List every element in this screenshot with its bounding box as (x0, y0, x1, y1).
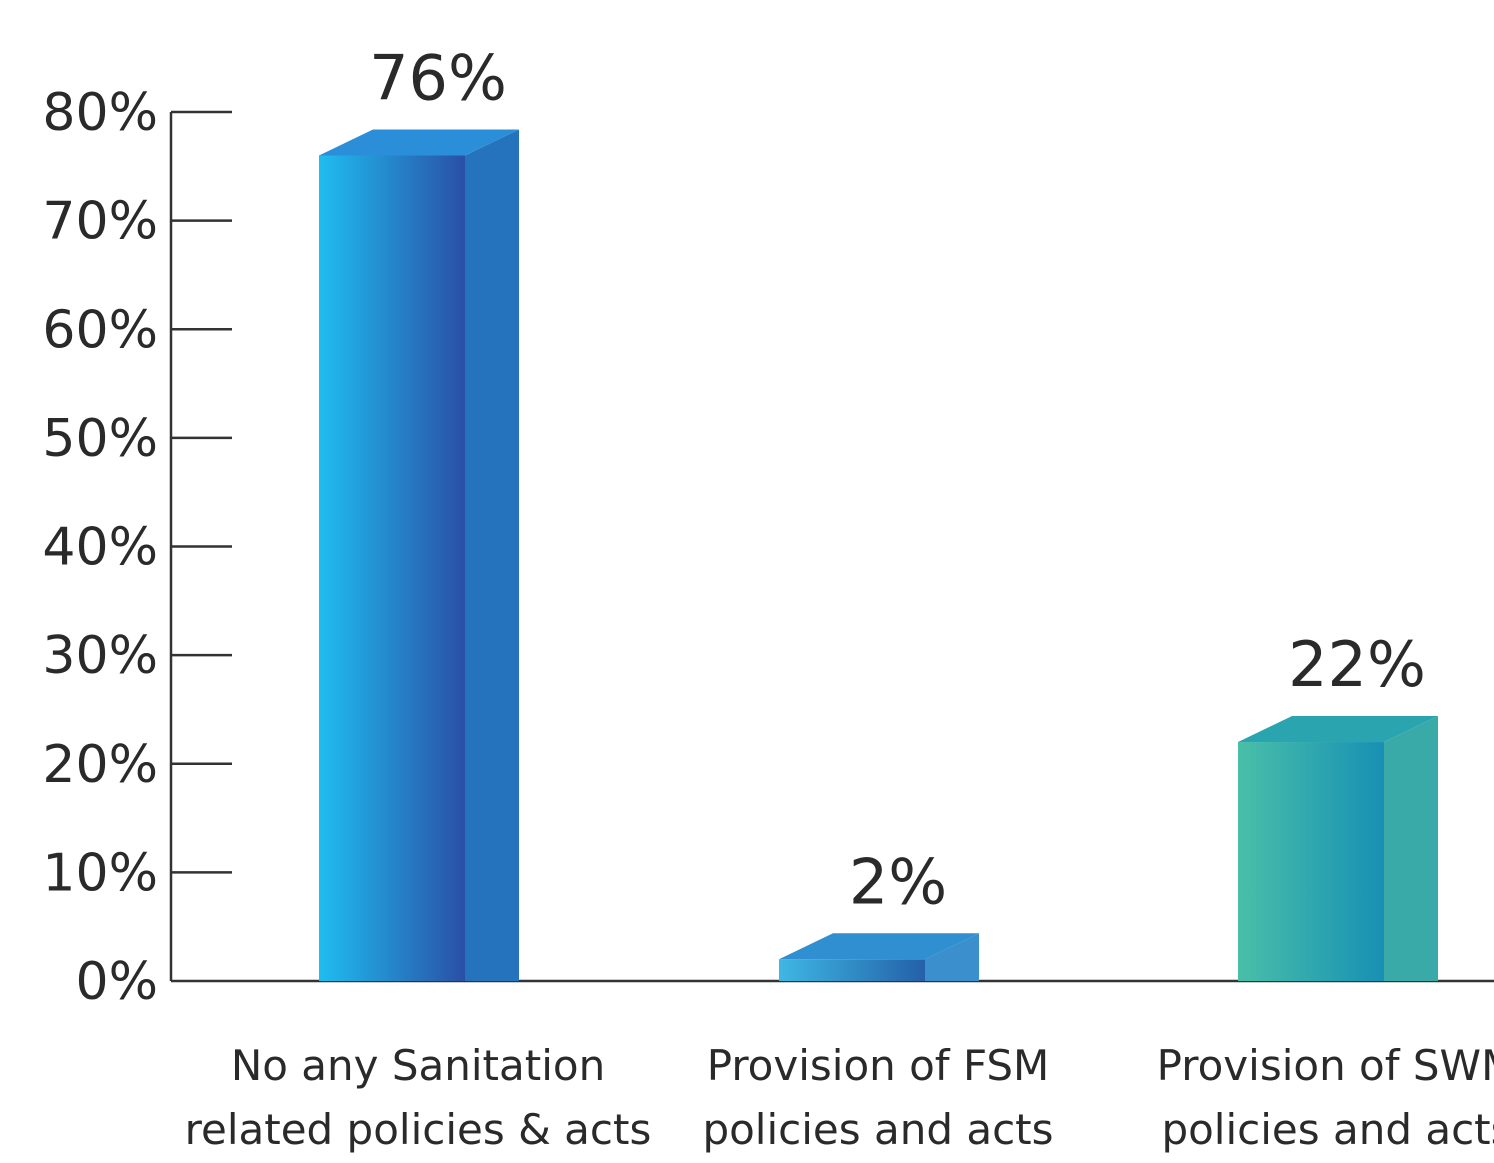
y-tick-label: 0% (76, 952, 159, 1012)
axes: 0% 10% 20% 30% 40% 50% 60% 70% 80% (42, 83, 1494, 1012)
y-tick-label: 40% (42, 518, 158, 578)
data-label: 22% (1288, 628, 1426, 701)
y-tick-label: 30% (42, 626, 158, 686)
y-tick-label: 20% (42, 735, 158, 795)
bar-top (779, 933, 979, 960)
x-category-label: Provision of FSM (707, 1041, 1050, 1090)
x-category-label: policies and acts (1161, 1105, 1494, 1154)
bar-side (1384, 716, 1438, 981)
y-tick-label: 10% (42, 843, 158, 903)
y-tick-label: 70% (42, 192, 158, 252)
bar-top (319, 129, 519, 156)
bar-side (465, 129, 519, 981)
y-tick-label: 60% (42, 300, 158, 360)
data-label: 2% (849, 845, 947, 918)
x-category-label: Provision of SWM (1157, 1041, 1494, 1090)
y-tick-label: 80% (42, 83, 158, 143)
bar-front (319, 155, 465, 981)
y-tick-label: 50% (42, 409, 158, 469)
x-category-label: No any Sanitation (231, 1041, 605, 1090)
bar-side (925, 933, 979, 981)
bar-top (1238, 716, 1438, 743)
bar-front (1238, 742, 1384, 981)
labels: 76% No any Sanitation related policies & a… (185, 41, 1494, 1154)
x-category-label: related policies & acts (185, 1105, 652, 1154)
bar-front (779, 959, 925, 981)
x-category-label: policies and acts (702, 1105, 1053, 1154)
bars (319, 129, 1438, 981)
data-label: 76% (369, 41, 507, 114)
